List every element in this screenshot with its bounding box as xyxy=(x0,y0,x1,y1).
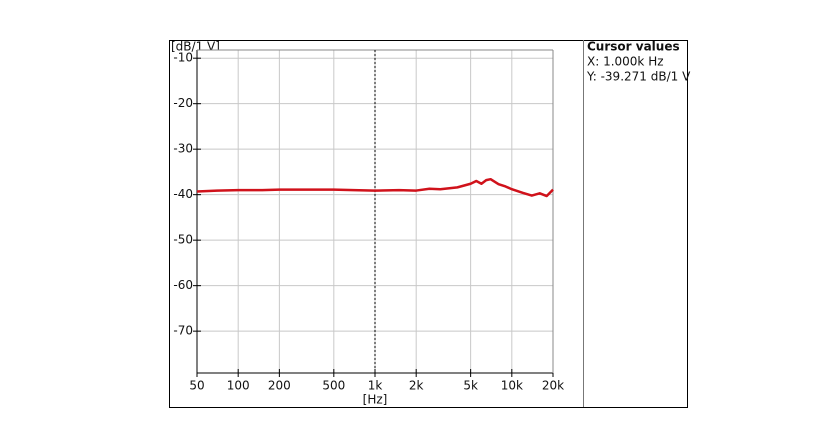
x-tick-label: 50 xyxy=(189,379,204,393)
cursor-title: Cursor values xyxy=(587,40,680,54)
y-tick-label: -50 xyxy=(173,233,193,247)
x-tick-label: 5k xyxy=(463,379,478,393)
x-tick-label: 2k xyxy=(409,379,424,393)
x-tick-label: 100 xyxy=(227,379,250,393)
x-tick-label: 200 xyxy=(268,379,291,393)
y-tick-label: -70 xyxy=(173,324,193,338)
x-tick-label: 10k xyxy=(501,379,523,393)
x-axis-label: [Hz] xyxy=(363,393,388,407)
cursor-y: Y: -39.271 dB/1 V xyxy=(586,70,691,84)
series-line xyxy=(196,177,554,198)
y-tick-label: -20 xyxy=(173,96,193,110)
x-tick-label: 500 xyxy=(322,379,345,393)
x-tick-label: 20k xyxy=(542,379,564,393)
x-tick-label: 1k xyxy=(368,379,383,393)
y-tick-label: -40 xyxy=(173,187,193,201)
cursor-x: X: 1.000k Hz xyxy=(587,55,664,69)
y-tick-label: -10 xyxy=(173,51,193,65)
y-tick-label: -30 xyxy=(173,142,193,156)
y-tick-label: -60 xyxy=(173,278,193,292)
